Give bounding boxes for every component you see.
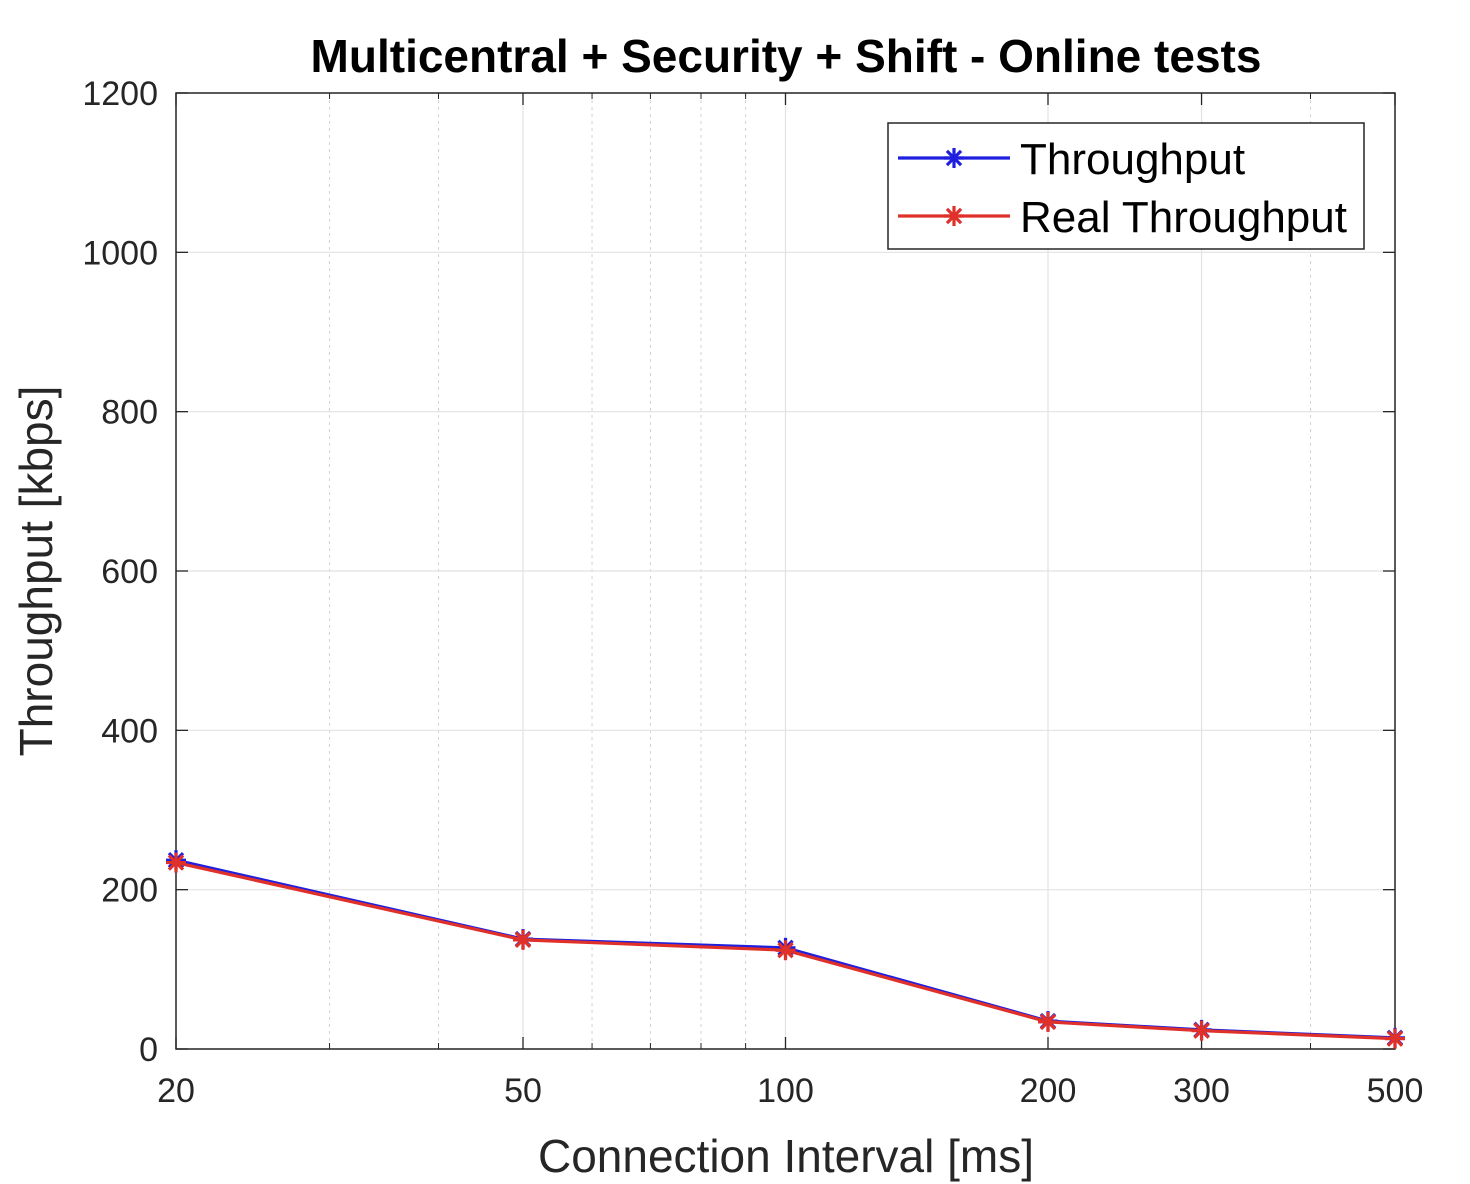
data-point-marker [513,929,534,950]
x-tick-label: 20 [157,1072,195,1110]
y-tick-label: 600 [101,553,158,591]
legend-box [887,122,1365,250]
y-axis-label: Throughput [kbps] [10,386,62,757]
series-line [175,861,1396,1041]
data-point-marker [1191,1020,1212,1041]
y-tick-label: 0 [139,1031,158,1069]
legend-label: Real Throughput [1020,193,1347,242]
series-layer [166,850,1405,1049]
data-point-marker [1037,1011,1058,1032]
data-point-marker [166,852,186,873]
y-tick-label: 1200 [82,75,158,113]
legend-marker [944,206,964,226]
x-tick-label: 200 [1020,1072,1077,1110]
y-tick-label: 400 [101,712,158,750]
legend-marker [944,148,964,168]
grid-layer [175,92,1396,1050]
x-tick-label: 500 [1367,1072,1424,1110]
data-point-marker [1385,1028,1405,1049]
x-tick-label: 100 [757,1072,814,1110]
y-tick-label: 1000 [82,234,158,272]
legend: Throughput Real Throughput [887,122,1365,250]
chart-title: Multicentral + Security + Shift - Online… [311,30,1262,82]
x-tick-label: 50 [504,1072,542,1110]
x-tick-label: 300 [1173,1072,1230,1110]
legend-label: Throughput [1020,135,1245,184]
x-axis-label: Connection Interval [ms] [538,1130,1034,1182]
y-tick-label: 800 [101,394,158,432]
data-point-marker [775,940,796,961]
ticks-layer: 20 50 100 200 300 500 0 200 400 600 800 1000 1200 [82,75,1423,1110]
y-tick-label: 200 [101,872,158,910]
